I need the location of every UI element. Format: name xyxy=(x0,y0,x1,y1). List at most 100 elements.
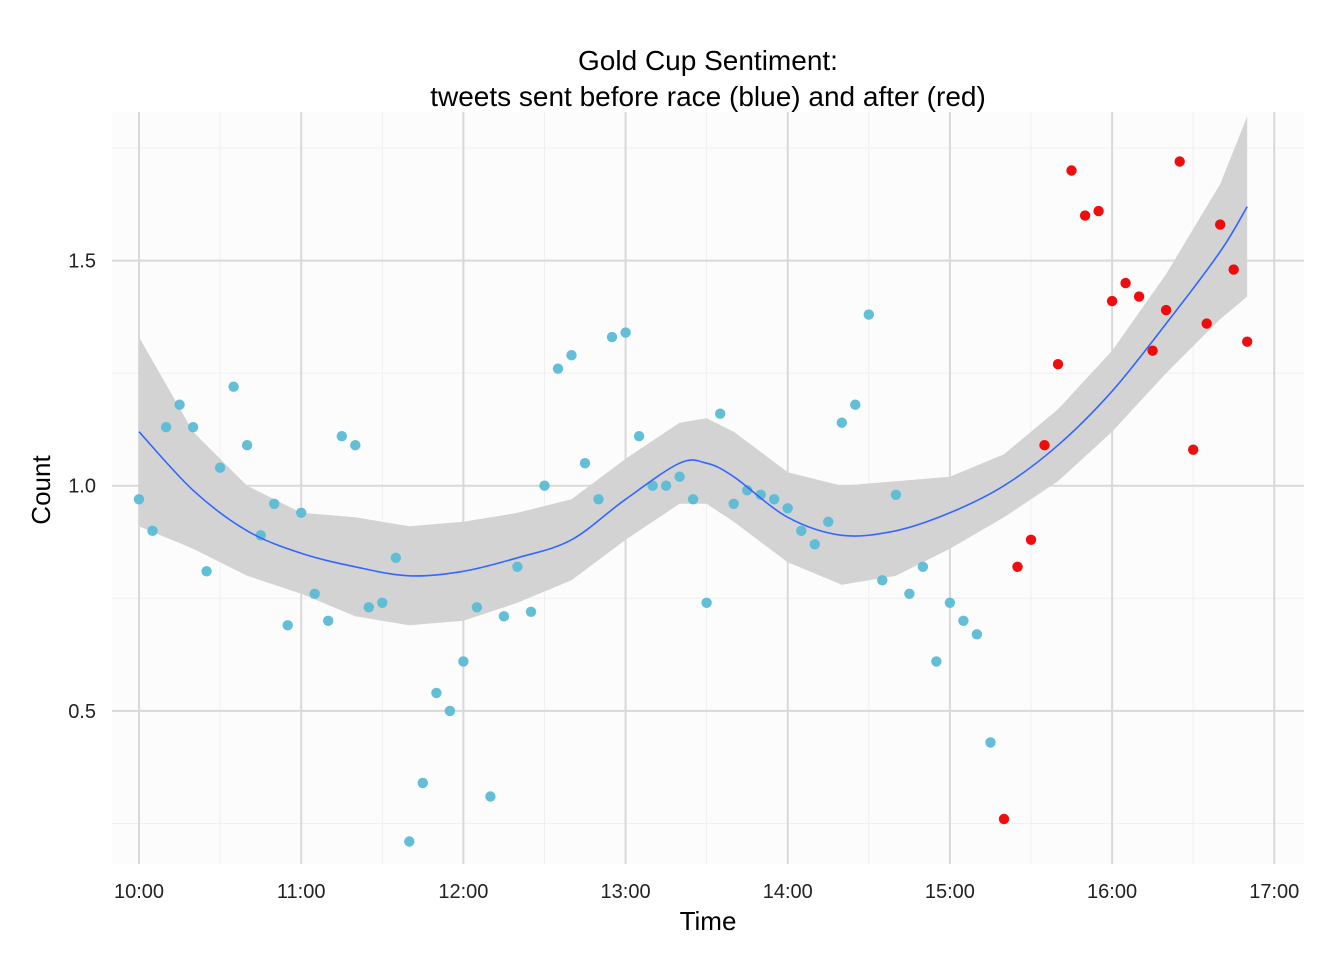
data-point-before xyxy=(187,422,199,433)
data-point-before xyxy=(985,737,996,748)
data-point-before xyxy=(742,485,753,496)
data-point-after xyxy=(1120,277,1131,289)
data-point-before xyxy=(404,836,415,847)
data-point-before xyxy=(228,381,239,392)
x-tick-label: 15:00 xyxy=(925,881,975,903)
data-point-before xyxy=(796,525,807,536)
data-point-before xyxy=(147,525,158,536)
data-point-before xyxy=(850,399,861,410)
data-point-before xyxy=(323,615,334,626)
data-point-after xyxy=(1188,444,1199,455)
y-tick-label: 1.5 xyxy=(68,251,96,273)
data-point-after xyxy=(1039,440,1050,451)
data-point-after xyxy=(1025,534,1037,545)
data-point-before xyxy=(593,494,604,505)
data-point-before xyxy=(336,431,347,442)
x-tick-label: 10:00 xyxy=(114,881,164,903)
data-point-before xyxy=(458,656,469,667)
data-point-before xyxy=(877,575,888,586)
data-point-before xyxy=(512,561,523,572)
points-after xyxy=(998,156,1253,825)
data-point-before xyxy=(133,494,145,505)
data-point-after xyxy=(1174,156,1185,167)
data-point-before xyxy=(660,480,672,491)
data-point-after xyxy=(1160,304,1172,316)
data-point-before xyxy=(377,597,388,608)
y-axis-title: Count xyxy=(26,455,56,525)
data-point-before xyxy=(728,498,739,509)
data-point-before xyxy=(971,629,983,640)
y-tick-label: 0.5 xyxy=(68,701,96,723)
data-point-before xyxy=(931,656,942,667)
chart-title-line-1: Gold Cup Sentiment: xyxy=(578,45,838,76)
data-point-before xyxy=(174,399,185,410)
data-point-before xyxy=(350,440,361,451)
data-point-before xyxy=(917,561,929,572)
x-tick-label: 11:00 xyxy=(277,881,326,903)
data-point-before xyxy=(606,331,618,343)
data-point-after xyxy=(1215,219,1226,230)
x-tick-label: 12:00 xyxy=(438,881,488,903)
y-tick-labels: 0.5 1.0 1.5 xyxy=(68,251,96,723)
data-point-before xyxy=(363,602,374,613)
data-point-after xyxy=(1066,165,1077,176)
data-point-before xyxy=(674,471,685,482)
smooth-line xyxy=(138,206,1248,577)
x-tick-label: 17:00 xyxy=(1249,881,1299,903)
data-point-before xyxy=(471,602,483,613)
data-point-before xyxy=(214,462,226,473)
data-point-after xyxy=(1093,205,1104,217)
data-point-after xyxy=(1242,336,1253,347)
data-point-before xyxy=(552,363,564,374)
data-point-before xyxy=(525,606,537,617)
confidence-band xyxy=(139,116,1248,626)
data-point-before xyxy=(417,777,428,789)
data-point-before xyxy=(944,597,956,608)
x-tick-label: 14:00 xyxy=(763,881,813,903)
data-point-after xyxy=(1012,561,1023,572)
data-point-after xyxy=(1133,291,1145,302)
x-tick-labels: 10:00 11:00 12:00 13:00 14:00 15:00 16:00 17:00 xyxy=(114,881,1299,903)
data-point-before xyxy=(769,494,780,505)
data-point-before xyxy=(890,489,902,500)
data-point-before xyxy=(282,620,293,631)
data-point-before xyxy=(836,417,847,428)
x-tick-label: 13:00 xyxy=(601,881,651,903)
data-point-before xyxy=(633,431,645,442)
data-point-before xyxy=(296,507,307,518)
data-point-after xyxy=(1147,345,1158,356)
data-point-before xyxy=(539,480,550,491)
data-point-before xyxy=(241,440,253,451)
data-point-before xyxy=(431,687,442,699)
data-point-before xyxy=(782,503,793,514)
data-point-before xyxy=(201,566,212,577)
x-axis-title: Time xyxy=(680,906,737,936)
data-point-before xyxy=(485,791,496,802)
data-point-before xyxy=(823,516,834,527)
data-point-after xyxy=(1228,264,1239,275)
data-point-before xyxy=(809,539,820,550)
y-tick-label: 1.0 xyxy=(68,476,96,498)
data-point-before xyxy=(444,705,456,717)
chart-title-line-2: tweets sent before race (blue) and after… xyxy=(430,81,986,112)
data-point-after xyxy=(1079,210,1091,221)
data-point-before xyxy=(309,588,320,599)
data-point-before xyxy=(269,498,280,509)
data-point-before xyxy=(160,422,172,433)
data-point-before xyxy=(566,350,577,361)
data-point-after xyxy=(1201,318,1212,329)
data-point-after xyxy=(1052,359,1064,370)
data-point-before xyxy=(498,611,510,622)
data-point-before xyxy=(255,530,266,541)
data-point-before xyxy=(579,458,591,469)
data-point-after xyxy=(998,813,1010,825)
data-point-before xyxy=(755,489,766,500)
data-point-after xyxy=(1106,295,1118,307)
data-point-before xyxy=(904,588,915,599)
data-point-before xyxy=(687,494,699,505)
data-point-before xyxy=(715,408,726,419)
x-tick-label: 16:00 xyxy=(1087,881,1137,903)
data-point-before xyxy=(863,309,874,320)
data-point-before xyxy=(390,552,401,563)
